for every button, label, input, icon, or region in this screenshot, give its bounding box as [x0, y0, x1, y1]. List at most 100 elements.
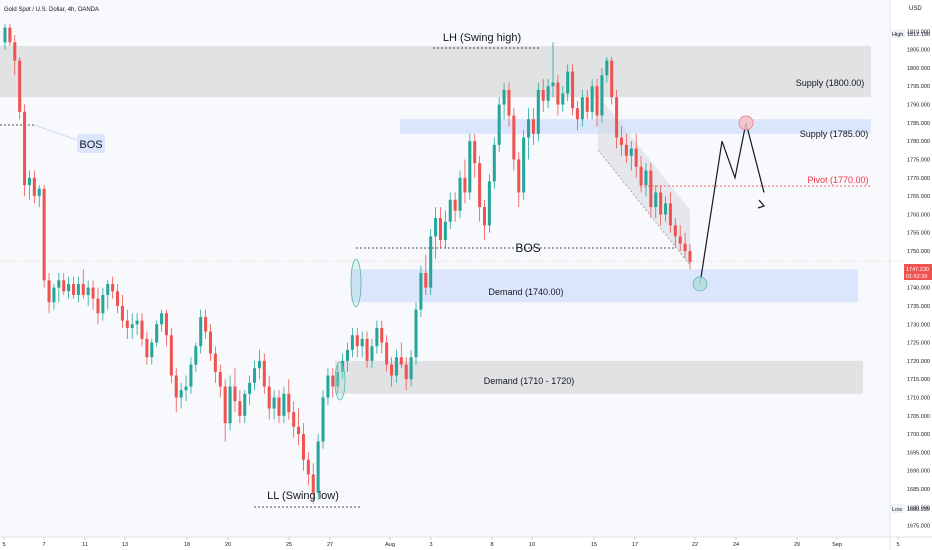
candle-body — [32, 177, 36, 197]
candle-body — [595, 86, 599, 116]
candle-body — [350, 335, 354, 350]
candle-body — [140, 320, 144, 339]
candle — [365, 331, 369, 369]
channel-lower-line — [597, 149, 691, 266]
candle-body — [629, 148, 633, 156]
candle-body — [385, 342, 389, 365]
candle-body — [125, 320, 129, 328]
candle — [571, 64, 575, 116]
candle-body — [155, 324, 159, 343]
price-tick-label: 1750.000 — [907, 249, 930, 255]
candle-body — [448, 199, 452, 222]
price-tick-label: 1800.000 — [907, 66, 930, 72]
candle — [668, 192, 672, 233]
candle-body — [184, 386, 188, 391]
candle — [664, 196, 668, 222]
candle-body — [659, 192, 663, 215]
candle — [199, 309, 203, 354]
candle-body — [27, 177, 31, 186]
candle — [443, 210, 447, 248]
price-tick-label: 1680.000 — [907, 505, 930, 511]
candle — [8, 23, 12, 46]
candle — [116, 283, 120, 314]
candle — [517, 152, 521, 208]
high-tag: High — [892, 32, 903, 38]
candle-body — [678, 236, 682, 244]
candle-body — [458, 177, 462, 211]
candle-body — [179, 390, 183, 398]
lh-label: LH (Swing high) — [443, 32, 521, 44]
time-axis[interactable]: 5 7 11 13 18 20 25 27 Aug 3 8 10 15 17 22 24 29 Sep 5 — [2, 537, 900, 548]
candle — [81, 269, 85, 299]
candle-body — [257, 360, 261, 369]
candle — [683, 232, 687, 259]
candle-body — [649, 170, 653, 208]
candle — [580, 89, 584, 127]
falling-channel — [597, 95, 691, 266]
candle — [91, 280, 95, 310]
candle — [610, 56, 614, 105]
candle-body — [160, 313, 164, 325]
candle-body — [370, 346, 374, 361]
candle — [404, 357, 408, 391]
candle — [164, 309, 168, 347]
candle-body — [174, 375, 178, 398]
demand-1740-label: Demand (1740.00) — [488, 287, 563, 297]
candle-body — [365, 338, 369, 361]
candle-body — [624, 144, 628, 156]
candle-body — [208, 331, 213, 354]
price-tick-label: 1695.000 — [907, 450, 930, 456]
candle — [155, 320, 159, 347]
candle-body — [507, 89, 511, 116]
demand-1710-zone — [335, 360, 863, 394]
candle-body — [81, 283, 85, 295]
candle-body — [297, 426, 301, 435]
candle — [644, 163, 648, 197]
candle-body — [37, 188, 41, 197]
demand-1740-origin-marker — [350, 258, 362, 308]
candle — [120, 294, 124, 328]
price-tick-label: 1740.000 — [907, 286, 930, 292]
candle-body — [527, 119, 531, 138]
candle-body — [551, 82, 555, 87]
candle — [150, 338, 154, 365]
price-tick-label: 1685.000 — [907, 487, 930, 493]
price-tick-label: 1725.000 — [907, 341, 930, 347]
candle-body — [67, 283, 71, 292]
bos-left-callout-line — [33, 124, 78, 141]
candle — [57, 273, 61, 303]
candle — [649, 163, 653, 219]
candle-body — [673, 225, 677, 237]
candle — [414, 302, 418, 365]
price-tick-label: 1805.000 — [907, 48, 930, 54]
candle-body — [600, 75, 604, 116]
candle-body — [541, 89, 545, 101]
candle — [453, 192, 457, 222]
candle-body — [443, 221, 447, 241]
candle — [522, 130, 526, 200]
candle — [243, 390, 247, 424]
candle-body — [169, 335, 173, 376]
candle — [600, 67, 604, 123]
candle-body — [487, 181, 491, 226]
candle — [316, 434, 320, 501]
price-tick-label: 1720.000 — [907, 359, 930, 365]
candle — [424, 254, 428, 295]
candle — [47, 273, 51, 314]
last-price-value: 1747.230 — [906, 267, 929, 273]
candle-body — [566, 71, 570, 94]
candle-body — [575, 108, 579, 120]
bos-left-label-box — [77, 134, 105, 153]
candle — [13, 34, 17, 76]
candle — [546, 78, 550, 109]
candle — [101, 287, 105, 321]
candle-body — [86, 287, 90, 295]
candle-body — [91, 287, 95, 299]
candle — [487, 174, 491, 233]
candle-body — [316, 441, 320, 493]
candle — [482, 199, 487, 241]
candle-body — [326, 375, 330, 398]
candle — [135, 313, 139, 336]
time-tick-label: Sep — [832, 542, 842, 548]
candle-body — [502, 89, 506, 105]
